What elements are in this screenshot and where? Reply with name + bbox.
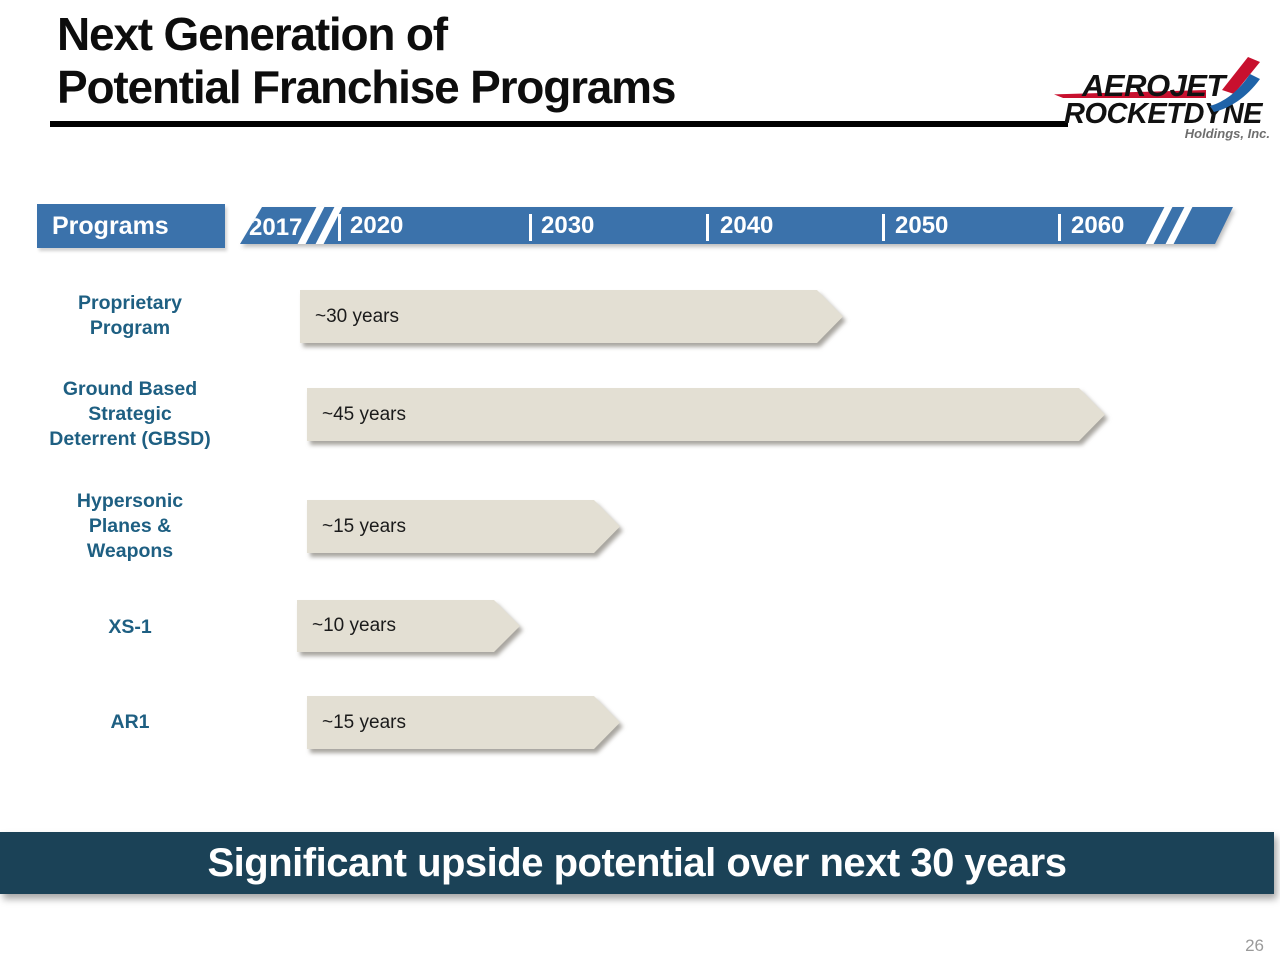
program-label-gbsd: Ground Based Strategic Deterrent (GBSD) <box>49 378 211 450</box>
logo-text-aerojet: AEROJET <box>1082 68 1225 103</box>
duration-label: ~30 years <box>315 305 399 327</box>
logo-text-holdings: Holdings, Inc. <box>1184 126 1270 141</box>
duration-bar-ar1: ~15 years <box>307 696 620 749</box>
programs-header: Programs <box>37 204 225 248</box>
program-label-hypersonic: Hypersonic Planes & Weapons <box>76 490 184 562</box>
duration-label: ~15 years <box>322 515 406 537</box>
page-title: Next Generation of Potential Franchise P… <box>57 8 676 114</box>
program-label-ar1: AR1 <box>110 711 150 733</box>
duration-bar-xs1: ~10 years <box>297 600 520 652</box>
duration-bar-proprietary: ~30 years <box>300 290 843 343</box>
axis-year-2030: 2030 <box>541 212 595 239</box>
axis-tick <box>882 214 885 241</box>
axis-year-2050: 2050 <box>895 212 949 239</box>
logo-red-streak <box>1054 90 1206 98</box>
duration-bar-gbsd: ~45 years <box>307 388 1105 441</box>
aerojet-rocketdyne-logo: AEROJET ROCKETDYNE Holdings, Inc. <box>1050 52 1272 144</box>
duration-label: ~15 years <box>322 711 406 733</box>
timeline-axis: 2017 2020 2030 2040 2050 2060 <box>233 207 1233 244</box>
axis-year-2020: 2020 <box>350 212 404 239</box>
duration-label: ~45 years <box>322 403 406 425</box>
rocket-swoosh-icon <box>1210 57 1260 112</box>
title-underline <box>50 121 1068 127</box>
axis-tick <box>529 214 532 241</box>
page-number: 26 <box>1245 936 1264 955</box>
axis-year-2060: 2060 <box>1071 212 1125 239</box>
axis-year-2017: 2017 <box>249 214 303 241</box>
axis-year-2040: 2040 <box>720 212 774 239</box>
title-line-2: Potential Franchise Programs <box>57 61 676 113</box>
axis-tick <box>338 214 341 241</box>
title-line-1: Next Generation of <box>57 8 448 60</box>
duration-bar-hypersonic: ~15 years <box>307 500 620 553</box>
axis-tick <box>706 214 709 241</box>
program-label-proprietary: Proprietary Program <box>77 292 183 339</box>
program-label-xs1: XS-1 <box>108 616 152 638</box>
duration-label: ~10 years <box>312 615 396 636</box>
axis-tick <box>1058 214 1061 241</box>
takeaway-banner: Significant upside potential over next 3… <box>0 832 1274 894</box>
timeline-axis-shadow: 2017 2020 2030 2040 2050 2060 <box>233 207 1233 244</box>
